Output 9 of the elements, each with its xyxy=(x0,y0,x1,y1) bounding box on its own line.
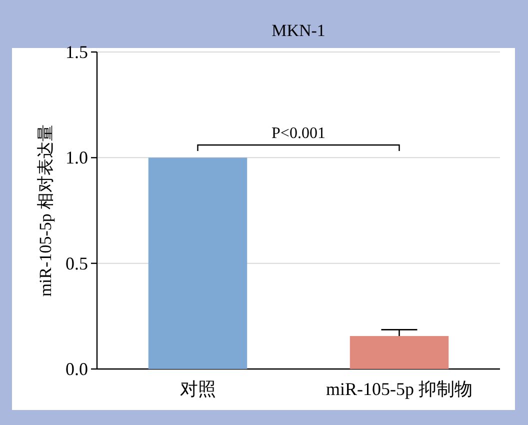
y-tick-label: 0.0 xyxy=(66,359,88,379)
chart-title: MKN-1 xyxy=(272,21,326,40)
y-axis-title: miR-105-5p 相对表达量 xyxy=(36,124,55,297)
y-tick-label: 0.5 xyxy=(66,253,88,274)
y-tick-label: 1.0 xyxy=(66,148,88,168)
x-tick-label: miR-105-5p 抑制物 xyxy=(326,379,472,399)
annotation: P<0.001 xyxy=(272,124,326,142)
x-tick-label: 对照 xyxy=(180,379,216,399)
y-tick-label: 1.5 xyxy=(66,42,88,62)
